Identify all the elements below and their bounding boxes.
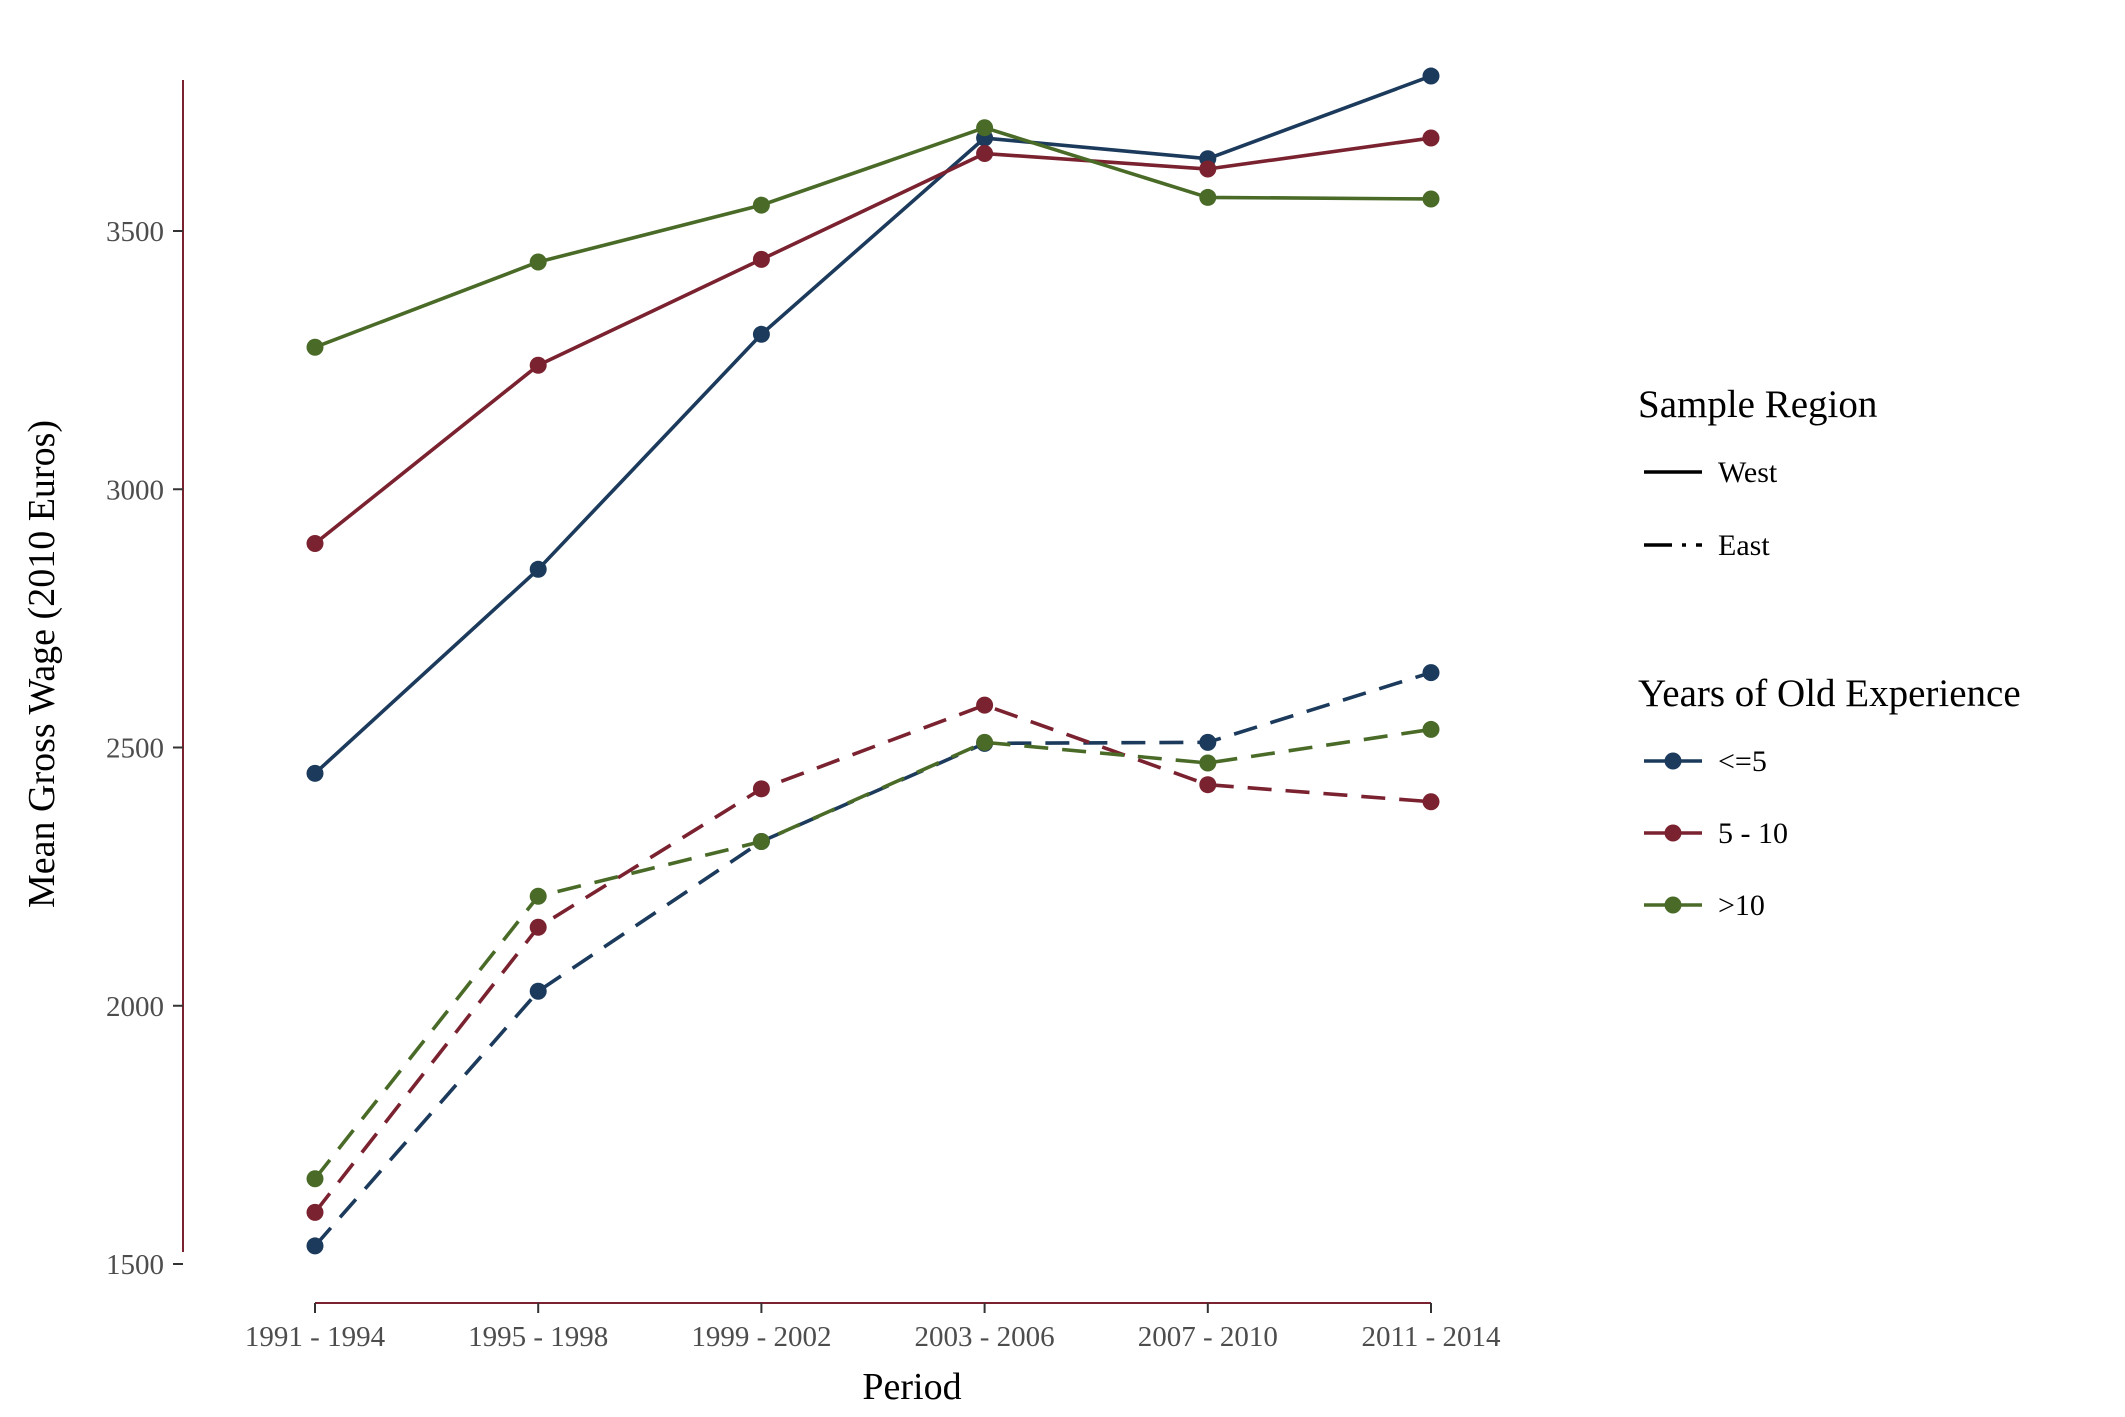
legend-point-sample: [1664, 752, 1682, 770]
legend-key-east: East: [1644, 529, 1770, 562]
data-point: [529, 982, 547, 1000]
data-point: [1422, 190, 1440, 208]
data-point: [1199, 160, 1217, 178]
series-5-10-west: [306, 129, 1440, 552]
x-tick-label: 1995 - 1998: [468, 1321, 608, 1353]
y-tick-label: 2500: [106, 733, 164, 765]
legend: Sample Region West East Years of Old Expe…: [1638, 383, 2021, 922]
data-point: [752, 780, 770, 798]
legend-point-sample: [1664, 824, 1682, 842]
legend-point-sample: [1664, 896, 1682, 914]
legend-label: West: [1718, 456, 1778, 489]
legend-title-sample-region: Sample Region: [1638, 383, 1877, 426]
data-point: [752, 325, 770, 343]
y-tick-label: 3500: [106, 216, 164, 248]
data-point: [976, 145, 994, 163]
x-axis-ticks: 1991 - 1994 1995 - 1998 1999 - 2002 2003 - …: [245, 1303, 1501, 1353]
legend-key-group: >10: [1644, 889, 1765, 922]
series--10-west: [306, 119, 1440, 356]
data-point: [529, 356, 547, 374]
data-point: [306, 1170, 324, 1188]
data-point: [529, 560, 547, 578]
data-point: [1422, 67, 1440, 85]
x-tick-label: 2007 - 2010: [1138, 1321, 1278, 1353]
data-point: [306, 534, 324, 552]
data-point: [1199, 733, 1217, 751]
data-point: [752, 196, 770, 214]
data-point: [306, 1203, 324, 1221]
data-point: [1422, 793, 1440, 811]
legend-key-west: West: [1644, 456, 1778, 489]
data-point: [976, 119, 994, 137]
data-point: [1422, 664, 1440, 682]
series-line: [313, 136, 1432, 545]
legend-title-experience: Years of Old Experience: [1638, 672, 2021, 715]
x-tick-label: 1999 - 2002: [691, 1321, 831, 1353]
y-tick-label: 2000: [106, 991, 164, 1023]
data-point: [752, 833, 770, 851]
data-point: [306, 764, 324, 782]
legend-label: 5 - 10: [1718, 817, 1788, 850]
series--10-east: [306, 720, 1440, 1188]
series-line: [314, 125, 1432, 349]
legend-color-keys: <=5 5 - 10 >10: [1644, 745, 1788, 922]
x-tick-label: 2011 - 2014: [1361, 1321, 1501, 1353]
data-point: [529, 887, 547, 905]
x-axis-title: Period: [862, 1366, 961, 1408]
series-line: [313, 727, 1432, 1180]
series-5-10-east: [306, 696, 1440, 1221]
legend-label: <=5: [1718, 745, 1767, 778]
data-point: [1422, 129, 1440, 147]
legend-label: >10: [1718, 889, 1765, 922]
y-axis-title: Mean Gross Wage (2010 Euros): [21, 420, 63, 908]
series-line: [313, 703, 1432, 1214]
data-point: [306, 1237, 324, 1255]
legend-linetype-keys: West East: [1644, 456, 1778, 562]
data-point: [1422, 720, 1440, 738]
data-point: [1199, 776, 1217, 794]
data-point: [1199, 754, 1217, 772]
y-axis-ticks: 1500 2000 2500 3000 3500: [106, 216, 183, 1281]
data-point: [306, 338, 324, 356]
series-line: [313, 74, 1432, 775]
series-layer: [306, 67, 1440, 1255]
series--5-west: [306, 67, 1440, 782]
data-point: [752, 250, 770, 268]
data-point: [529, 253, 547, 271]
x-tick-label: 1991 - 1994: [245, 1321, 386, 1353]
x-tick-label: 2003 - 2006: [915, 1321, 1055, 1353]
data-point: [976, 696, 994, 714]
legend-key-group: 5 - 10: [1644, 817, 1788, 850]
series-line: [313, 670, 1432, 1248]
axes: 1500 2000 2500 3000 3500 1991 - 1994 1995 - 1…: [106, 80, 1501, 1353]
legend-key-group: <=5: [1644, 745, 1767, 778]
legend-label: East: [1718, 529, 1770, 562]
data-point: [529, 918, 547, 936]
y-tick-label: 3000: [106, 474, 164, 506]
y-tick-label: 1500: [106, 1249, 164, 1281]
data-point: [1199, 188, 1217, 206]
data-point: [976, 733, 994, 751]
